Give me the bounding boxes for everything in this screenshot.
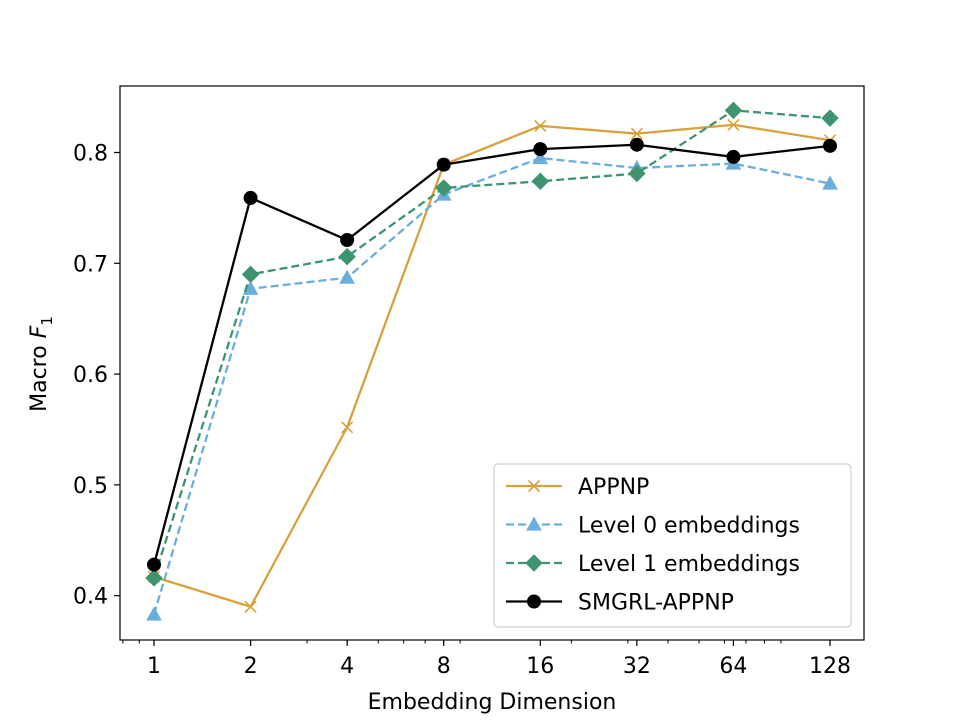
data-point bbox=[533, 142, 548, 157]
data-point bbox=[435, 179, 453, 197]
series-layer bbox=[145, 101, 839, 621]
x-tick-label: 64 bbox=[719, 654, 747, 679]
data-point bbox=[628, 164, 646, 183]
series-line-1 bbox=[152, 156, 831, 615]
y-axis-label-var: F bbox=[27, 325, 52, 338]
legend-marker bbox=[526, 516, 542, 531]
x-tick-label: 2 bbox=[244, 654, 258, 679]
data-point bbox=[821, 109, 839, 127]
data-point bbox=[823, 138, 837, 153]
data-point bbox=[243, 190, 258, 205]
data-point bbox=[241, 265, 260, 284]
plot-frame bbox=[119, 85, 865, 641]
x-tick-label: 1 bbox=[147, 654, 161, 679]
legend-label: APPNP bbox=[578, 475, 649, 500]
y-axis-label: Macro F1 bbox=[27, 316, 56, 412]
y-tick-label: 0.4 bbox=[73, 585, 108, 610]
legend: APPNP Level 0 embeddings Level 1 embedding… bbox=[493, 463, 852, 628]
data-point bbox=[630, 127, 643, 140]
legend-label: Level 0 embeddings bbox=[578, 514, 800, 539]
data-point bbox=[726, 149, 741, 164]
x-tick-label: 4 bbox=[340, 654, 354, 679]
legend-label: Level 1 embeddings bbox=[578, 552, 800, 577]
data-point bbox=[340, 233, 355, 248]
data-point bbox=[534, 119, 547, 132]
x-tick-label: 8 bbox=[437, 654, 451, 679]
x-tick-label: 32 bbox=[623, 654, 651, 679]
series-line-3 bbox=[152, 143, 831, 565]
legend-label: SMGRL-APPNP bbox=[578, 591, 734, 616]
x-axis-label: Embedding Dimension bbox=[368, 690, 617, 715]
y-tick-label: 0.6 bbox=[73, 363, 108, 388]
data-point bbox=[146, 606, 162, 621]
legend-marker bbox=[527, 479, 541, 493]
data-point bbox=[532, 149, 549, 165]
x-tick-label: 128 bbox=[809, 654, 851, 679]
y-tick-label: 0.5 bbox=[73, 474, 108, 499]
series-line-0 bbox=[153, 123, 831, 609]
data-point bbox=[436, 157, 451, 172]
data-point bbox=[341, 421, 354, 434]
data-point bbox=[822, 175, 838, 190]
legend-frame bbox=[493, 463, 852, 628]
data-point bbox=[339, 269, 355, 284]
data-point bbox=[629, 137, 644, 152]
x-tick-label: 16 bbox=[526, 654, 554, 679]
legend-marker bbox=[525, 554, 543, 572]
y-tick-label: 0.7 bbox=[73, 252, 108, 277]
legend-marker bbox=[527, 594, 541, 609]
data-point bbox=[147, 557, 161, 572]
data-point bbox=[724, 101, 743, 120]
data-point bbox=[531, 172, 549, 190]
data-point bbox=[244, 600, 257, 613]
y-tick-label: 0.8 bbox=[73, 141, 108, 166]
data-point bbox=[727, 118, 740, 131]
y-axis-label-main: Macro bbox=[27, 338, 52, 412]
data-point bbox=[338, 247, 356, 266]
axes-layer: 0.4 0.5 0.6 0.7 0.8 1 2 4 8 16 32 64 128 bbox=[73, 85, 865, 679]
series-line-2 bbox=[152, 109, 831, 579]
data-point bbox=[145, 569, 163, 587]
y-axis-label-sub: 1 bbox=[38, 316, 56, 326]
